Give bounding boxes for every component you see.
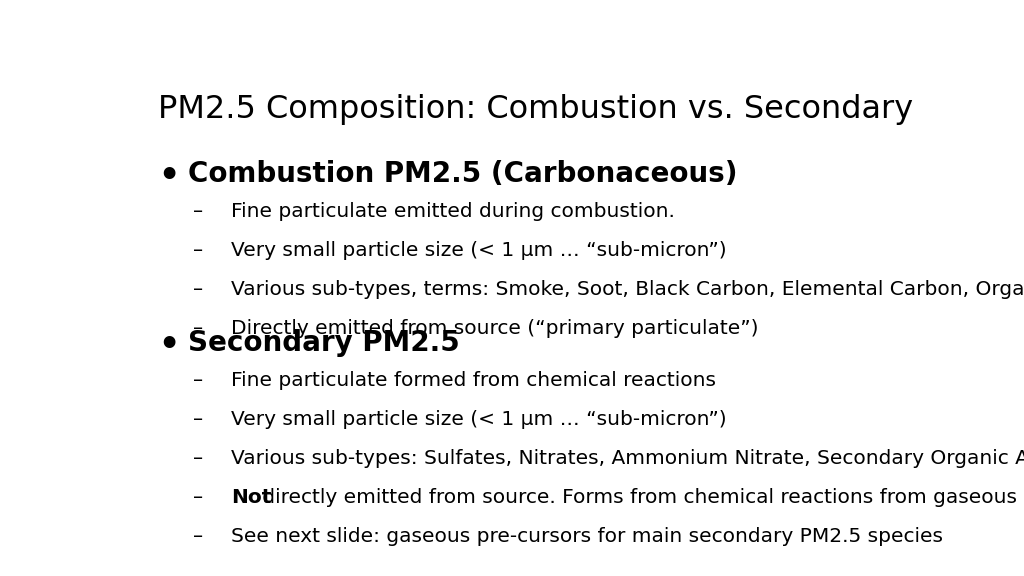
Text: Very small particle size (< 1 μm … “sub-micron”): Very small particle size (< 1 μm … “sub-… [231, 241, 727, 260]
Text: –: – [194, 527, 203, 546]
Text: –: – [194, 281, 203, 300]
Text: –: – [194, 319, 203, 338]
Text: Various sub-types: Sulfates, Nitrates, Ammonium Nitrate, Secondary Organic Aeros: Various sub-types: Sulfates, Nitrates, A… [231, 449, 1024, 468]
Text: Directly emitted from source (“primary particulate”): Directly emitted from source (“primary p… [231, 319, 759, 338]
Text: Not: Not [231, 488, 271, 507]
Text: Combustion PM2.5 (Carbonaceous): Combustion PM2.5 (Carbonaceous) [187, 160, 737, 188]
Text: directly emitted from source. Forms from chemical reactions from gaseous precurs: directly emitted from source. Forms from… [256, 488, 1024, 507]
Text: –: – [194, 241, 203, 260]
Text: PM2.5 Composition: Combustion vs. Secondary: PM2.5 Composition: Combustion vs. Second… [158, 93, 913, 124]
Text: See next slide: gaseous pre-cursors for main secondary PM2.5 species: See next slide: gaseous pre-cursors for … [231, 527, 943, 546]
Text: Fine particulate formed from chemical reactions: Fine particulate formed from chemical re… [231, 371, 716, 390]
Text: •: • [158, 328, 179, 362]
Text: •: • [158, 160, 179, 193]
Text: –: – [194, 371, 203, 390]
Text: Secondary PM2.5: Secondary PM2.5 [187, 328, 460, 357]
Text: Very small particle size (< 1 μm … “sub-micron”): Very small particle size (< 1 μm … “sub-… [231, 410, 727, 429]
Text: Fine particulate emitted during combustion.: Fine particulate emitted during combusti… [231, 202, 675, 221]
Text: –: – [194, 202, 203, 221]
Text: –: – [194, 449, 203, 468]
Text: –: – [194, 488, 203, 507]
Text: Various sub-types, terms: Smoke, Soot, Black Carbon, Elemental Carbon, Organic C: Various sub-types, terms: Smoke, Soot, B… [231, 281, 1024, 300]
Text: –: – [194, 410, 203, 429]
